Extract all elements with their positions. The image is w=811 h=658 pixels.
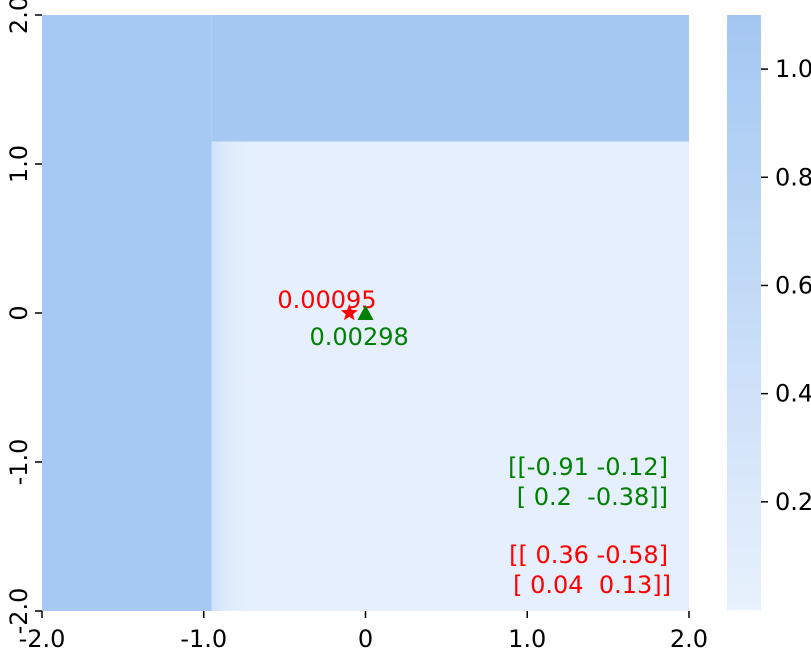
markers: 0.00095 0.00298: [277, 286, 408, 351]
colorbar-tick-label: 0.2: [775, 488, 811, 516]
colorbar-tick-label: 0.6: [775, 271, 811, 299]
star-marker: [340, 304, 358, 321]
y-tick-label: 1.0: [5, 145, 33, 183]
x-tick-label: -2.0: [19, 625, 66, 653]
x-tick-label: -1.0: [180, 625, 227, 653]
x-tick-label: 0: [358, 625, 373, 653]
star-marker-label: 0.00095: [277, 286, 376, 314]
triangle-marker: [357, 305, 374, 320]
y-tick-label: -1.0: [5, 439, 33, 486]
y-axis: -2.0 -1.0 0 1.0 2.0: [5, 0, 42, 634]
triangle-marker-label: 0.00298: [310, 323, 409, 351]
colorbar-gradient: [727, 15, 761, 610]
y-tick-label: -2.0: [5, 588, 33, 635]
red-matrix-line-2: [ 0.04 0.13]]: [513, 571, 671, 599]
green-matrix-line-2: [ 0.2 -0.38]]: [517, 483, 668, 511]
x-tick-label: 1.0: [508, 625, 546, 653]
x-tick-label: 2.0: [670, 625, 708, 653]
heatmap-transition: [211, 141, 257, 611]
heatmap-region-low-region: [211, 141, 689, 611]
colorbar-tick-label: 1.0: [775, 55, 811, 83]
colorbar: 0.2 0.4 0.6 0.8 1.0: [727, 15, 811, 610]
x-axis: -2.0 -1.0 0 1.0 2.0: [19, 611, 708, 653]
y-tick-label: 0: [5, 305, 33, 320]
green-matrix-line-1: [[-0.91 -0.12]: [508, 453, 668, 481]
red-matrix-text: [[ 0.36 -0.58] [ 0.04 0.13]]: [509, 541, 671, 599]
heatmap-region-left-band: [42, 15, 212, 611]
colorbar-tick-label: 0.8: [775, 163, 811, 191]
red-matrix-line-1: [[ 0.36 -0.58]: [509, 541, 668, 569]
heatmap-region-top-band: [211, 15, 689, 142]
plot-area: [42, 15, 689, 611]
green-matrix-text: [[-0.91 -0.12] [ 0.2 -0.38]]: [508, 453, 668, 511]
colorbar-tick-label: 0.4: [775, 380, 811, 408]
y-tick-label: 2.0: [5, 0, 33, 34]
